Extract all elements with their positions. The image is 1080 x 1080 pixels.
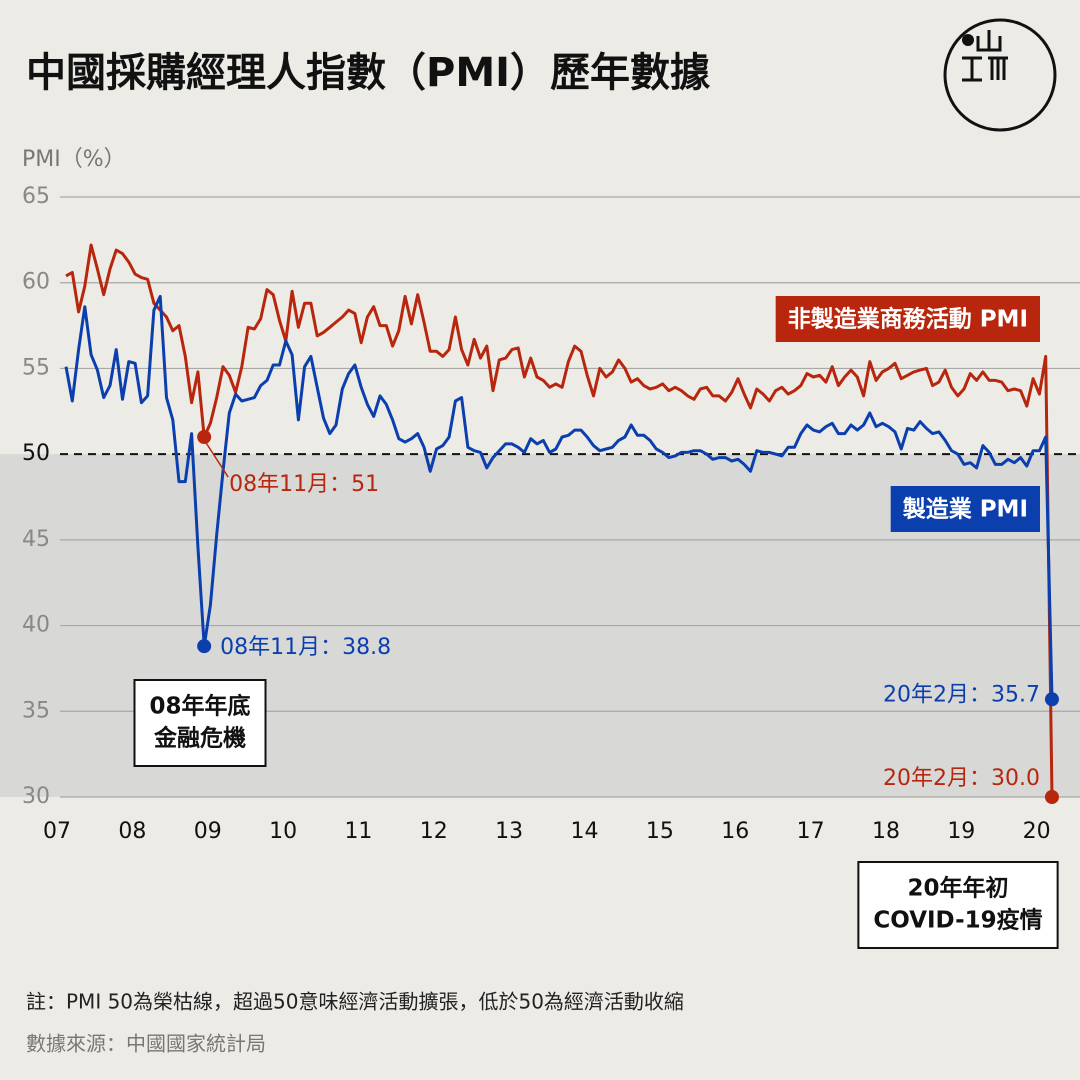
y-tick-label: 50 [22, 441, 50, 466]
legend-box [890, 486, 1040, 532]
y-tick-label: 35 [22, 698, 50, 723]
annotation-box [133, 679, 267, 767]
legend-item: 製造業 PMI [890, 486, 1040, 532]
x-tick-label: 13 [495, 819, 523, 844]
annotation-text: 08年年底 [149, 693, 250, 720]
leader-line [205, 442, 229, 478]
annotation-text: 金融危機 [153, 725, 246, 752]
x-tick-label: 07 [43, 819, 71, 844]
y-tick-label: 30 [22, 784, 50, 809]
legend-label: 非製造業商務活動 PMI [788, 306, 1028, 333]
legend-label: 製造業 PMI [902, 496, 1028, 523]
source: 數據來源：中國國家統計局 [26, 1032, 266, 1056]
y-tick-label: 55 [22, 355, 50, 380]
data-label: 08年11月：38.8 [220, 635, 391, 660]
y-tick-label: 45 [22, 527, 50, 552]
legend-item: 非製造業商務活動 PMI [775, 296, 1040, 342]
x-tick-label: 14 [571, 819, 599, 844]
x-tick-label: 16 [721, 819, 749, 844]
y-axis-label: PMI（%） [22, 147, 126, 172]
plot-area: 30 35 40 45 50 55 60 65 07 08 09 10 11 12 13 14 15 16 17 18… [0, 184, 1080, 949]
annotation: 20年年初 COVID-19疫情 [857, 861, 1059, 949]
footnote: 註：PMI 50為榮枯線，超過50意味經濟活動擴張，低於50為經濟活動收縮 [26, 990, 684, 1014]
x-tick-label: 18 [872, 819, 900, 844]
data-label: 20年2月：35.7 [883, 682, 1040, 707]
logo [943, 18, 1057, 132]
annotation-text: COVID-19疫情 [873, 907, 1042, 934]
x-tick-label: 11 [344, 819, 372, 844]
x-tick-label: 20 [1023, 819, 1051, 844]
legend-box [775, 296, 1040, 342]
highlight-point [1044, 790, 1059, 804]
x-tick-label: 08 [118, 819, 146, 844]
highlight-point [197, 639, 212, 654]
highlight-point [1044, 692, 1059, 707]
logo-dot [962, 34, 974, 46]
x-tick-label: 09 [194, 819, 222, 844]
line-series [65, 243, 1054, 798]
y-tick-label: 65 [22, 184, 50, 209]
y-tick-label: 60 [22, 270, 50, 295]
highlight-point [197, 430, 212, 444]
logo-circle [943, 18, 1057, 132]
annotation-text: 20年年初 [907, 875, 1008, 902]
logo-glyph [976, 30, 1002, 52]
logo-glyph [962, 56, 1008, 82]
y-tick-label: 40 [22, 613, 50, 638]
chart-title: 中國採購經理人指數（PMI）歷年數據 [26, 50, 711, 96]
data-label: 08年11月：51 [229, 472, 379, 497]
data-label: 20年2月：30.0 [883, 766, 1040, 791]
line-series [64, 294, 1054, 700]
annotation-box [857, 861, 1059, 949]
x-tick-label: 15 [646, 819, 674, 844]
x-tick-label: 19 [947, 819, 975, 844]
x-tick-label: 17 [797, 819, 825, 844]
x-tick-label: 10 [269, 819, 297, 844]
x-tick-label: 12 [420, 819, 448, 844]
